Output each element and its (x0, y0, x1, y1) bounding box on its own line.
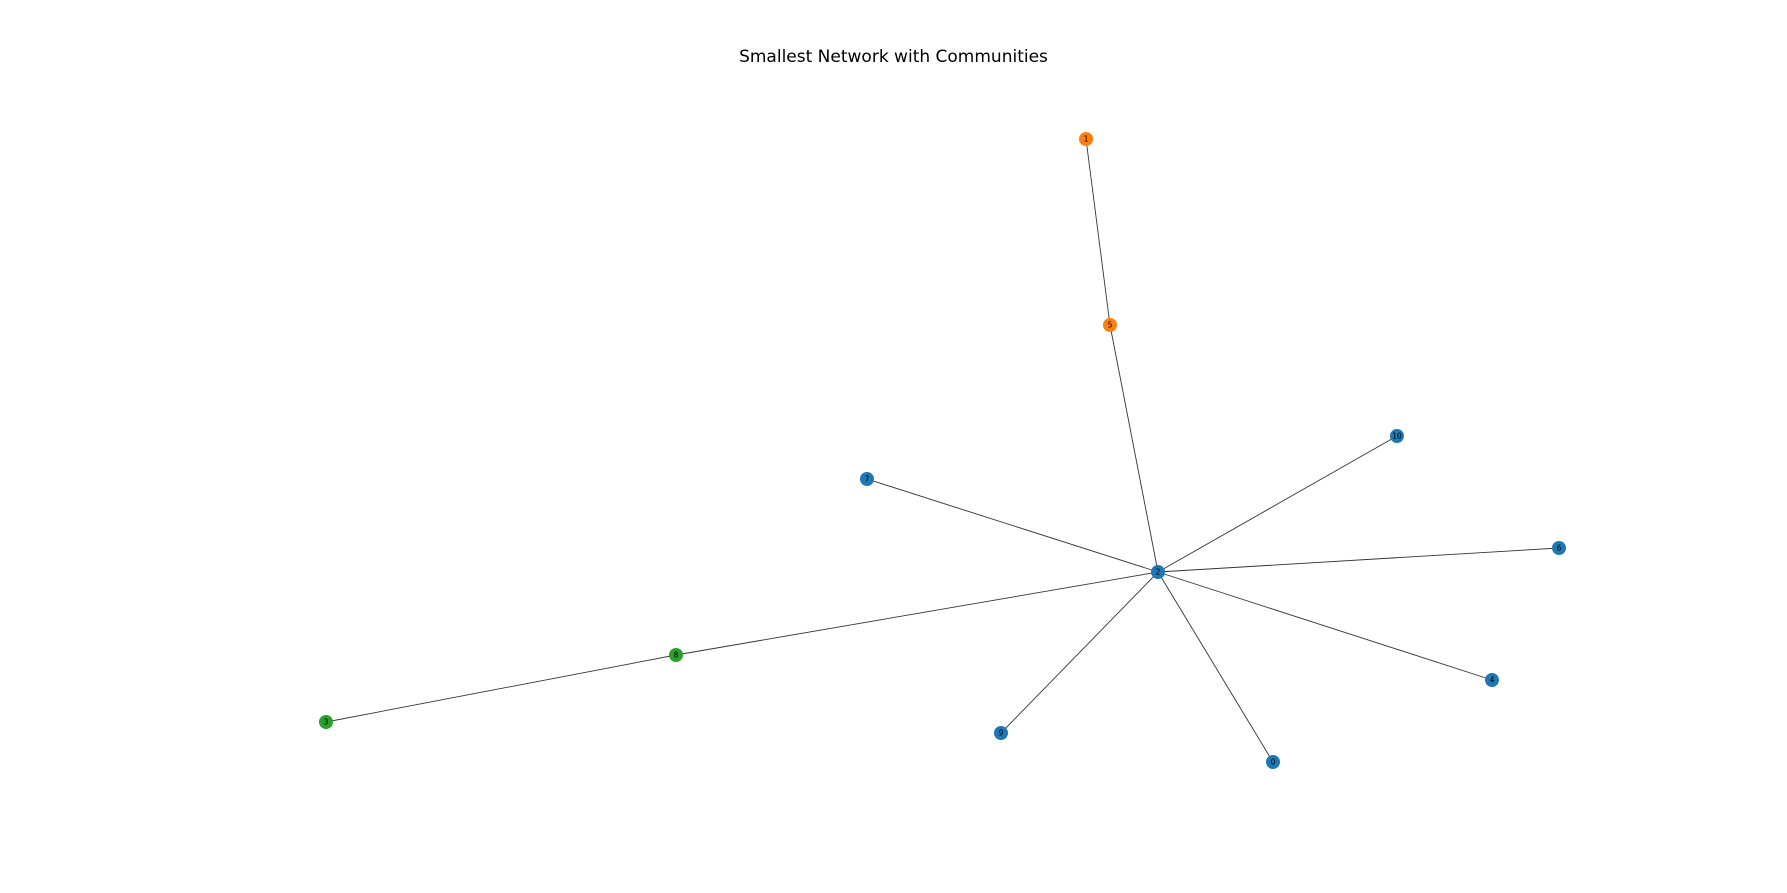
edge-2-6 (1157, 547, 1560, 573)
diagram-title: Smallest Network with Communities (739, 47, 1048, 67)
node-3: 3 (319, 715, 333, 729)
node-circle-8 (669, 648, 683, 662)
edge-2-9 (1000, 571, 1159, 734)
node-label-0: 0 (1271, 758, 1276, 767)
node-5: 5 (1103, 318, 1117, 332)
edge-5-2 (1109, 324, 1159, 573)
node-0: 0 (1266, 755, 1280, 769)
edge-2-10 (1157, 435, 1398, 573)
node-circle-3 (319, 715, 333, 729)
node-label-1: 1 (1084, 135, 1089, 144)
node-circle-6 (1552, 541, 1566, 555)
node-4: 4 (1485, 673, 1499, 687)
node-2: 2 (1151, 565, 1165, 579)
node-6: 6 (1552, 541, 1566, 555)
edge-2-0 (1157, 571, 1274, 763)
node-10: 10 (1390, 429, 1404, 443)
node-circle-1 (1079, 132, 1093, 146)
node-7: 7 (860, 472, 874, 486)
edge-2-7 (866, 478, 1159, 573)
node-label-2: 2 (1156, 568, 1161, 577)
node-label-3: 3 (324, 718, 329, 727)
node-1: 1 (1079, 132, 1093, 146)
node-circle-2 (1151, 565, 1165, 579)
edge-2-8 (675, 571, 1159, 656)
node-circle-9 (994, 726, 1008, 740)
node-label-9: 9 (999, 729, 1004, 738)
node-label-7: 7 (865, 475, 870, 484)
edge-8-3 (325, 654, 677, 723)
node-label-6: 6 (1557, 544, 1562, 553)
node-9: 9 (994, 726, 1008, 740)
node-label-8: 8 (674, 651, 679, 660)
node-8: 8 (669, 648, 683, 662)
edge-1-5 (1085, 138, 1111, 326)
node-circle-7 (860, 472, 874, 486)
node-circle-10 (1390, 429, 1404, 443)
nodes-layer: 0 1 2 3 4 5 6 7 8 9 10 (319, 132, 1566, 769)
node-label-4: 4 (1490, 676, 1495, 685)
node-label-10: 10 (1392, 432, 1402, 441)
node-circle-0 (1266, 755, 1280, 769)
node-circle-5 (1103, 318, 1117, 332)
node-label-5: 5 (1108, 321, 1113, 330)
edge-2-4 (1157, 571, 1493, 681)
edges-layer (325, 138, 1560, 763)
node-circle-4 (1485, 673, 1499, 687)
